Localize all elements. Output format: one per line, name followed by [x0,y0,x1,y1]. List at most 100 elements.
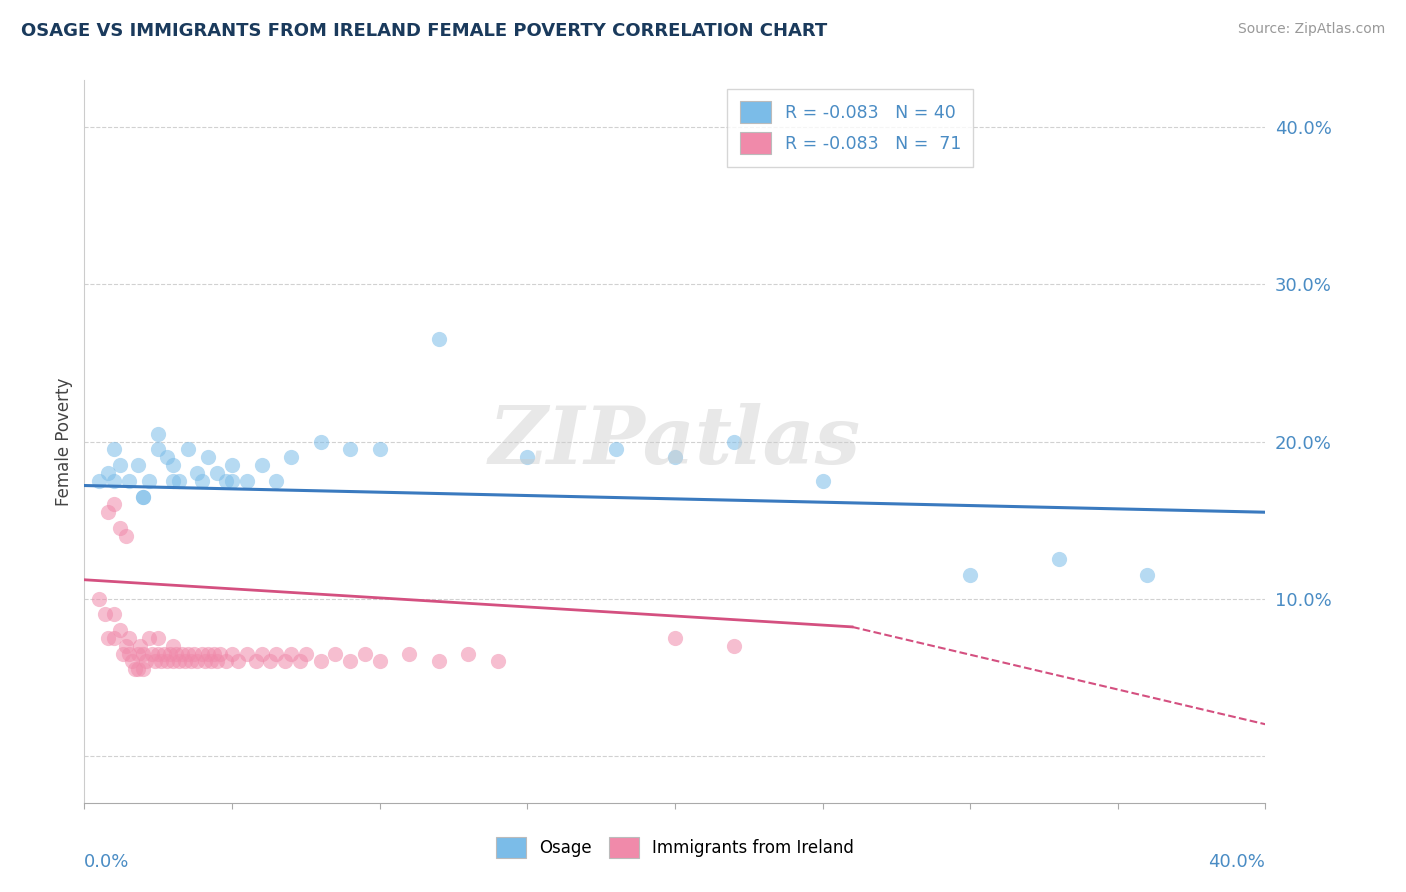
Point [183,647,205,661]
Point [221,458,243,472]
Point [121,655,143,669]
Point [309,434,332,449]
Point [177,442,200,457]
Point [723,434,745,449]
Y-axis label: Female Poverty: Female Poverty [55,377,73,506]
Point [118,474,141,488]
Legend: Osage, Immigrants from Ireland: Osage, Immigrants from Ireland [488,829,862,867]
Point [664,631,686,645]
Point [194,655,217,669]
Point [516,450,538,465]
Point [398,647,420,661]
Point [153,647,176,661]
Point [103,607,125,622]
Point [103,497,125,511]
Point [118,631,141,645]
Point [191,647,214,661]
Point [138,474,160,488]
Text: ZIPatlas: ZIPatlas [489,403,860,480]
Point [245,655,267,669]
Point [226,655,249,669]
Point [108,521,131,535]
Point [664,450,686,465]
Point [457,647,479,661]
Point [274,655,297,669]
Point [811,474,834,488]
Point [87,474,111,488]
Point [127,458,149,472]
Point [288,655,311,669]
Point [200,655,222,669]
Point [167,474,190,488]
Point [108,623,131,637]
Text: 40.0%: 40.0% [1209,854,1265,871]
Point [180,655,202,669]
Point [295,647,318,661]
Text: OSAGE VS IMMIGRANTS FROM IRELAND FEMALE POVERTY CORRELATION CHART: OSAGE VS IMMIGRANTS FROM IRELAND FEMALE … [21,22,827,40]
Point [156,655,179,669]
Point [103,442,125,457]
Point [148,426,170,441]
Point [209,647,232,661]
Point [114,529,136,543]
Point [141,647,163,661]
Text: Source: ZipAtlas.com: Source: ZipAtlas.com [1237,22,1385,37]
Point [103,474,125,488]
Point [309,655,332,669]
Point [97,505,120,519]
Point [132,647,155,661]
Point [368,655,391,669]
Point [215,474,238,488]
Point [280,450,302,465]
Point [108,458,131,472]
Point [162,639,184,653]
Point [87,591,111,606]
Point [135,655,157,669]
Point [162,655,184,669]
Point [368,442,391,457]
Point [250,647,273,661]
Point [427,655,450,669]
Point [127,662,149,676]
Point [124,662,146,676]
Point [132,490,155,504]
Point [354,647,377,661]
Point [148,442,170,457]
Point [197,450,219,465]
Point [605,442,627,457]
Point [162,458,184,472]
Point [148,647,170,661]
Point [207,466,229,480]
Point [162,474,184,488]
Point [156,450,179,465]
Point [202,647,225,661]
Point [215,655,238,669]
Point [143,655,166,669]
Point [173,655,195,669]
Point [103,631,125,645]
Point [1047,552,1070,566]
Point [959,568,981,582]
Text: 0.0%: 0.0% [84,854,129,871]
Point [177,647,200,661]
Point [170,647,193,661]
Point [250,458,273,472]
Point [94,607,117,622]
Point [723,639,745,653]
Point [97,466,120,480]
Point [221,647,243,661]
Point [167,655,190,669]
Point [186,466,208,480]
Point [159,647,181,661]
Point [138,631,160,645]
Point [191,474,214,488]
Point [266,474,288,488]
Point [127,647,149,661]
Point [259,655,281,669]
Point [236,647,259,661]
Point [165,647,187,661]
Point [114,639,136,653]
Point [118,647,141,661]
Point [236,474,259,488]
Point [427,333,450,347]
